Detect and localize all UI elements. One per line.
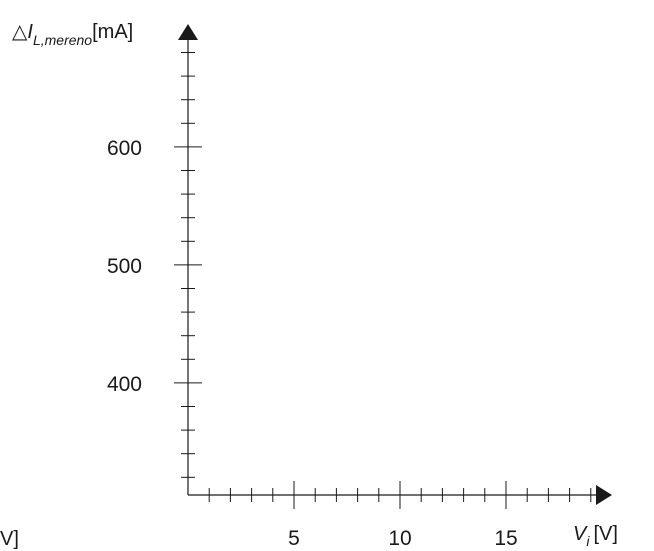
y-tick-label: 500: [107, 255, 142, 278]
x-axis-title-subscript: i: [586, 533, 590, 549]
x-tick-label: 5: [288, 527, 300, 550]
y-axis-title-subscript: L,mereno: [33, 32, 92, 48]
y-axis-arrow: [178, 24, 198, 40]
x-axis-title-symbol: V: [573, 523, 588, 545]
y-axis-title-prefix: △: [12, 21, 28, 43]
axes: [178, 24, 612, 505]
x-axis-arrow: [596, 485, 612, 505]
y-axis-title-unit: [mA]: [92, 21, 133, 43]
y-tick-label: 600: [107, 137, 142, 160]
y-tick-label: 400: [107, 373, 142, 396]
x-tick-label: 15: [494, 527, 517, 550]
ticks: [174, 52, 592, 509]
x-axis-title: Vi [V]: [573, 523, 618, 549]
x-axis-title-unit: [V]: [593, 523, 617, 545]
tick-labels: 5 10 15 400 500 600: [107, 137, 518, 550]
y-axis-title: △IL,mereno[mA]: [12, 21, 133, 48]
y-axis-title-symbol: I: [27, 21, 33, 43]
x-tick-label: 10: [388, 527, 411, 550]
x-axis-clipped-unit: V]: [0, 528, 19, 550]
